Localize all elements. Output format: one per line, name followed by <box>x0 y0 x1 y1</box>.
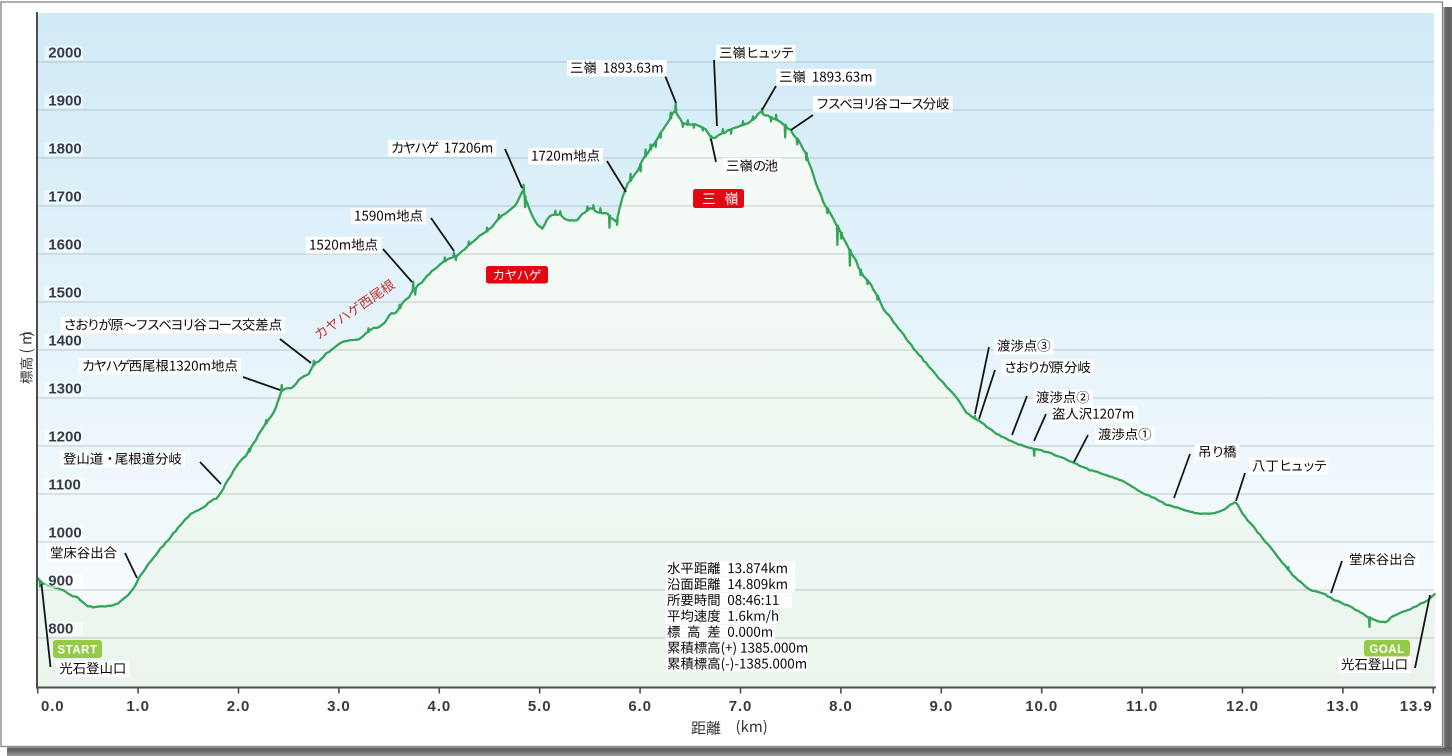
svg-text:1700: 1700 <box>48 189 81 206</box>
svg-text:13.9: 13.9 <box>1400 698 1433 715</box>
svg-text:8.0: 8.0 <box>829 698 853 715</box>
svg-text:800: 800 <box>48 621 73 638</box>
svg-text:1600: 1600 <box>48 237 81 254</box>
svg-text:1.0: 1.0 <box>126 698 150 715</box>
svg-text:0.0: 0.0 <box>41 698 65 715</box>
svg-text:1800: 1800 <box>48 141 81 158</box>
svg-text:900: 900 <box>48 573 73 590</box>
svg-text:START: START <box>58 645 98 657</box>
svg-text:1500: 1500 <box>48 285 81 302</box>
svg-text:11.0: 11.0 <box>1126 698 1158 715</box>
svg-text:GOAL: GOAL <box>1369 644 1404 656</box>
svg-text:5.0: 5.0 <box>528 698 552 715</box>
svg-text:7.0: 7.0 <box>729 698 753 715</box>
svg-text:1100: 1100 <box>48 477 81 494</box>
svg-text:1900: 1900 <box>48 93 81 110</box>
svg-text:12.0: 12.0 <box>1226 698 1259 715</box>
svg-text:2.0: 2.0 <box>227 698 251 715</box>
svg-text:9.0: 9.0 <box>930 698 954 715</box>
svg-text:1400: 1400 <box>48 333 81 350</box>
svg-text:4.0: 4.0 <box>428 698 452 715</box>
svg-text:2000: 2000 <box>48 45 81 62</box>
svg-text:1000: 1000 <box>48 525 81 542</box>
svg-text:6.0: 6.0 <box>628 698 652 715</box>
svg-text:1200: 1200 <box>48 429 81 446</box>
svg-text:13.0: 13.0 <box>1327 698 1360 715</box>
svg-text:1300: 1300 <box>48 381 81 398</box>
svg-text:10.0: 10.0 <box>1025 698 1058 715</box>
svg-text:3.0: 3.0 <box>327 698 351 715</box>
